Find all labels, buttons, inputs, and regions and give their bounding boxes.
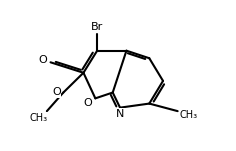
Text: CH₃: CH₃ — [30, 112, 48, 122]
Text: Br: Br — [91, 22, 103, 32]
Text: CH₃: CH₃ — [180, 110, 198, 120]
Text: O: O — [83, 98, 92, 108]
Text: O: O — [38, 55, 47, 65]
Text: O: O — [52, 87, 61, 97]
Text: N: N — [116, 109, 124, 119]
